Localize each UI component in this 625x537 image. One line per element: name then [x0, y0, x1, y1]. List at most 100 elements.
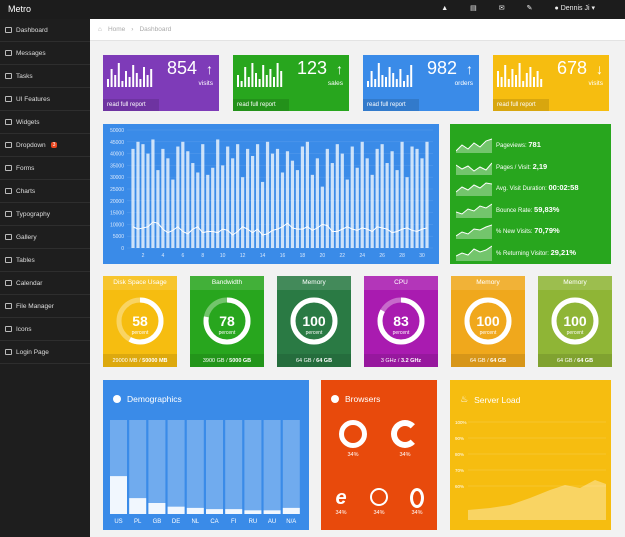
sidebar-item[interactable]: Charts — [0, 180, 90, 203]
spark-bar — [117, 63, 120, 87]
demographic-bar-bg — [282, 420, 300, 514]
chrome-icon — [339, 420, 367, 448]
sidebar-item[interactable]: Messages — [0, 42, 90, 65]
stat-value: 70,79% — [534, 226, 560, 235]
x-tick-label: 2 — [142, 253, 145, 259]
spark-bar — [522, 81, 525, 87]
breadcrumb-current[interactable]: Dashboard — [139, 26, 172, 33]
sidebar-item[interactable]: UI Features — [0, 88, 90, 111]
tile-label: orders — [454, 80, 473, 87]
chart-bar — [156, 170, 160, 248]
list-icon[interactable]: ▤ — [470, 5, 477, 12]
country-label: N/A — [286, 519, 296, 525]
gauge-unit: percent — [131, 330, 149, 336]
stat-tile[interactable]: 678 ↓ visits read full report — [493, 55, 609, 111]
browser-pct: 34% — [335, 510, 347, 516]
sidebar-item[interactable]: Dropdown 3 — [0, 134, 90, 157]
chart-bar — [241, 177, 245, 248]
mail-icon[interactable]: ✉ — [498, 5, 505, 12]
read-report-link[interactable]: read full report — [103, 99, 159, 111]
server-load-title-text: Server Load — [474, 394, 521, 405]
chart-bar — [246, 148, 250, 248]
folder-icon — [5, 142, 12, 148]
sparkline — [367, 63, 413, 87]
align-justify-icon — [5, 257, 12, 263]
sidebar-item[interactable]: Tables — [0, 249, 90, 272]
spark-bar — [258, 79, 261, 87]
spark-bar — [518, 63, 521, 87]
spark-bar — [525, 73, 528, 87]
gauge-total: 50000 MB — [142, 358, 168, 364]
sparkline-line — [456, 245, 492, 256]
sidebar-item[interactable]: Typography — [0, 203, 90, 226]
spark-bar — [410, 65, 413, 87]
stat-text: % New Visits: 70,79% — [496, 226, 560, 235]
stat-sparkline — [456, 224, 492, 239]
sidebar-item[interactable]: Forms — [0, 157, 90, 180]
sidebar-item-label: Dropdown — [16, 141, 46, 149]
breadcrumb-home[interactable]: Home — [107, 26, 126, 33]
chart-bar — [176, 146, 180, 248]
x-tick-label: 22 — [340, 253, 346, 259]
tile-value: 982 — [426, 58, 457, 78]
chart-bar — [191, 163, 195, 248]
gauge-ring — [464, 297, 512, 345]
sidebar-item[interactable]: Login Page — [0, 341, 90, 364]
gauge-footer: 3900 GB / 5000 GB — [190, 354, 264, 367]
folder-open-icon — [5, 303, 12, 309]
read-report-link[interactable]: read full report — [363, 99, 419, 111]
ie-icon-block: e 34% — [325, 488, 357, 516]
stat-tile[interactable]: 982 ↑ orders read full report — [363, 55, 479, 111]
stat-tile[interactable]: 123 ↑ sales read full report — [233, 55, 349, 111]
chrome-icon-block: 34% — [333, 420, 373, 458]
demographic-bar — [148, 503, 166, 514]
brand-logo[interactable]: Metro — [8, 4, 32, 14]
spark-bar — [395, 79, 398, 87]
chart-bar — [265, 141, 270, 248]
chart-bar — [300, 146, 305, 248]
y-tick-label: 0 — [121, 246, 124, 252]
chart-bar — [285, 151, 290, 248]
read-report-link[interactable]: read full report — [233, 99, 289, 111]
spark-bar — [265, 75, 268, 87]
sidebar-item-label: File Manager — [16, 302, 54, 310]
read-report-link[interactable]: read full report — [493, 99, 549, 111]
sidebar-item[interactable]: Icons — [0, 318, 90, 341]
spark-bar — [533, 77, 535, 87]
wrench-icon[interactable]: ✎ — [526, 5, 533, 12]
stat-label: % New Visits: — [496, 229, 533, 235]
usage-gauge-tile: Memory 100 percent 64 GB / 64 GB — [451, 276, 525, 367]
sidebar-item[interactable]: Calendar — [0, 272, 90, 295]
sidebar-item[interactable]: Widgets — [0, 111, 90, 134]
usage-gauge-tile: CPU 83 percent 3 GHz / 3.2 GHz — [364, 276, 438, 367]
lock-icon — [5, 349, 12, 355]
sparkline — [497, 63, 543, 87]
stat-text: Avg. Visit Duration: 00:02:58 — [496, 183, 579, 192]
gauge-fill — [377, 297, 425, 345]
warning-icon[interactable]: ▲ — [441, 4, 449, 12]
sidebar-item[interactable]: Tasks — [0, 65, 90, 88]
demographics-title-text: Demographics — [127, 394, 182, 404]
stat-tile[interactable]: 854 ↑ visits read full report — [103, 55, 219, 111]
x-tick-label: 8 — [201, 253, 204, 259]
chart-bar — [385, 163, 389, 248]
sidebar-item[interactable]: Gallery — [0, 226, 90, 249]
browser-pct: 34% — [399, 452, 411, 458]
globe-icon — [331, 395, 339, 403]
user-menu[interactable]: ● Dennis Ji ▾ — [555, 4, 595, 12]
demographic-bar — [186, 507, 204, 514]
y-tick-label: 15000 — [110, 211, 124, 217]
stat-value: 29,21% — [550, 247, 577, 257]
safari-icon-block: 34% — [363, 488, 395, 516]
spark-bar — [540, 79, 543, 87]
chart-bar — [206, 174, 210, 248]
sidebar-item[interactable]: File Manager — [0, 295, 90, 318]
tile-value: 123 — [296, 58, 327, 78]
demographic-bar-bg — [167, 420, 185, 514]
x-tick-label: 10 — [220, 253, 226, 259]
chart-bar — [131, 148, 135, 248]
stat-sparkline — [456, 138, 492, 153]
gauge-footer: 64 GB / 64 GB — [451, 354, 525, 367]
sidebar-item-label: Typography — [16, 210, 50, 218]
sidebar-item[interactable]: Dashboard — [0, 19, 90, 42]
